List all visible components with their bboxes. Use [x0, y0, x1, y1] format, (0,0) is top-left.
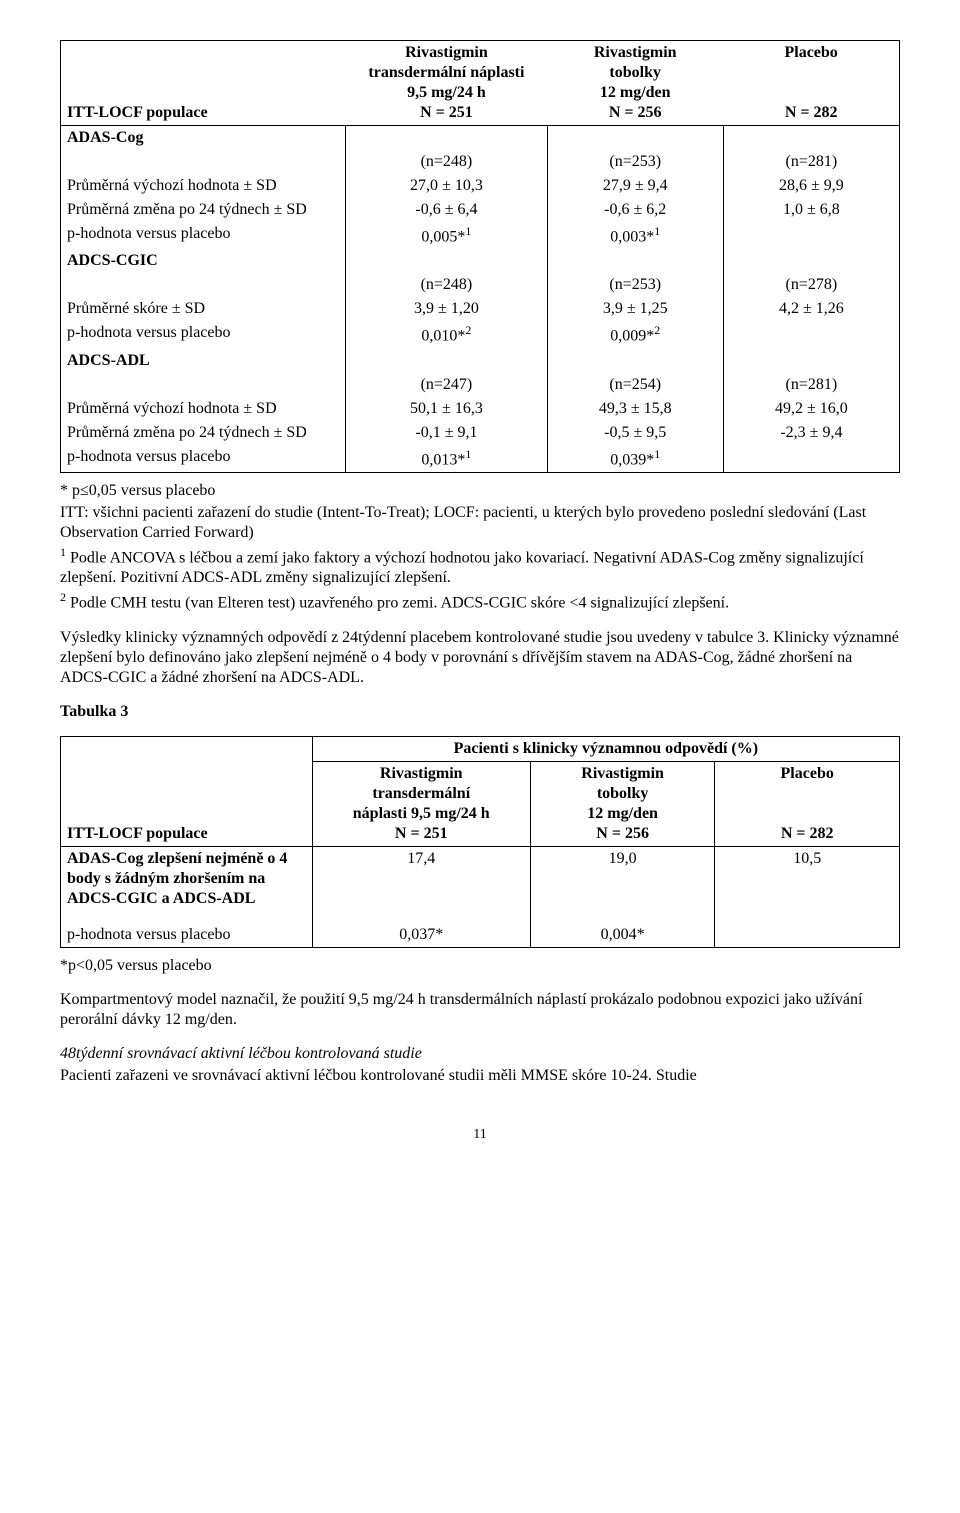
- cell: (n=278): [723, 273, 899, 297]
- row-label: Průměrné skóre ± SD: [61, 297, 346, 321]
- section-adcs-adl: ADCS-ADL: [61, 349, 346, 373]
- cell: 28,6 ± 9,9: [723, 174, 899, 198]
- t3-row1-label: ADAS-Cog zlepšení nejméně o 4 body s žád…: [61, 846, 313, 911]
- cell: (n=248): [346, 273, 547, 297]
- cell: 0,003*1: [547, 222, 723, 249]
- cell: 27,0 ± 10,3: [346, 174, 547, 198]
- row-label: Průměrná změna po 24 týdnech ± SD: [61, 198, 346, 222]
- t1-row-header: ITT-LOCF populace: [61, 41, 346, 126]
- t3-row2-label: p-hodnota versus placebo: [61, 911, 313, 948]
- cell: 0,010*2: [346, 321, 547, 348]
- cell: (n=281): [723, 373, 899, 397]
- cell: (n=254): [547, 373, 723, 397]
- footnote-t3: *p<0,05 versus placebo: [60, 956, 900, 976]
- cell: [723, 445, 899, 473]
- footnote-4: 2 Podle CMH testu (van Elteren test) uza…: [60, 590, 900, 613]
- cell: 50,1 ± 16,3: [346, 397, 547, 421]
- cell: (n=281): [723, 150, 899, 174]
- cell: 10,5: [715, 846, 900, 911]
- cell: -0,6 ± 6,2: [547, 198, 723, 222]
- t1-col1-header: Rivastigmin transdermální náplasti 9,5 m…: [346, 41, 547, 126]
- page-number: 11: [60, 1126, 900, 1144]
- paragraph-48week: Pacienti zařazeni ve srovnávací aktivní …: [60, 1066, 900, 1086]
- cell: 3,9 ± 1,20: [346, 297, 547, 321]
- t1-col2-header: Rivastigmin tobolky 12 mg/den N = 256: [547, 41, 723, 126]
- table-1: ITT-LOCF populace Rivastigmin transdermá…: [60, 40, 900, 473]
- cell: 1,0 ± 6,8: [723, 198, 899, 222]
- footnote-3: 1 Podle ANCOVA s léčbou a zemí jako fakt…: [60, 545, 900, 588]
- cell: -0,5 ± 9,5: [547, 421, 723, 445]
- row-label: Průměrná výchozí hodnota ± SD: [61, 397, 346, 421]
- cell: 0,009*2: [547, 321, 723, 348]
- cell: (n=248): [346, 150, 547, 174]
- cell: 0,039*1: [547, 445, 723, 473]
- cell: -0,6 ± 6,4: [346, 198, 547, 222]
- cell: -2,3 ± 9,4: [723, 421, 899, 445]
- table3-title: Tabulka 3: [60, 702, 900, 722]
- cell: 0,013*1: [346, 445, 547, 473]
- cell: (n=253): [547, 150, 723, 174]
- t3-row-header: ITT-LOCF populace: [61, 761, 313, 846]
- cell: 0,004*: [530, 911, 715, 948]
- row-label: Průměrná výchozí hodnota ± SD: [61, 174, 346, 198]
- t3-col3-header: Placebo N = 282: [715, 761, 900, 846]
- t3-super-header: Pacienti s klinicky významnou odpovědí (…: [312, 736, 899, 761]
- cell: 3,9 ± 1,25: [547, 297, 723, 321]
- para3-title: 48týdenní srovnávací aktivní léčbou kont…: [60, 1044, 900, 1064]
- paragraph-compartment: Kompartmentový model naznačil, že použit…: [60, 990, 900, 1030]
- section-adas-cog: ADAS-Cog: [61, 126, 346, 151]
- table-3: Pacienti s klinicky významnou odpovědí (…: [60, 736, 900, 948]
- cell: 17,4: [312, 846, 530, 911]
- cell: (n=247): [346, 373, 547, 397]
- row-label: p-hodnota versus placebo: [61, 222, 346, 249]
- t3-col1-header: Rivastigmin transdermální náplasti 9,5 m…: [312, 761, 530, 846]
- cell: 0,005*1: [346, 222, 547, 249]
- cell: [715, 911, 900, 948]
- row-label: p-hodnota versus placebo: [61, 321, 346, 348]
- t1-col3-header: Placebo N = 282: [723, 41, 899, 126]
- cell: [723, 222, 899, 249]
- section-adcs-cgic: ADCS-CGIC: [61, 249, 346, 273]
- cell: 0,037*: [312, 911, 530, 948]
- cell: 49,2 ± 16,0: [723, 397, 899, 421]
- cell: 49,3 ± 15,8: [547, 397, 723, 421]
- cell: (n=253): [547, 273, 723, 297]
- t3-col2-header: Rivastigmin tobolky 12 mg/den N = 256: [530, 761, 715, 846]
- footnote-1: * p≤0,05 versus placebo: [60, 481, 900, 501]
- cell: 4,2 ± 1,26: [723, 297, 899, 321]
- cell: -0,1 ± 9,1: [346, 421, 547, 445]
- cell: 27,9 ± 9,4: [547, 174, 723, 198]
- row-label: p-hodnota versus placebo: [61, 445, 346, 473]
- cell: 19,0: [530, 846, 715, 911]
- footnote-2: ITT: všichni pacienti zařazení do studie…: [60, 503, 900, 543]
- cell: [723, 321, 899, 348]
- paragraph-results: Výsledky klinicky významných odpovědí z …: [60, 628, 900, 688]
- row-label: Průměrná změna po 24 týdnech ± SD: [61, 421, 346, 445]
